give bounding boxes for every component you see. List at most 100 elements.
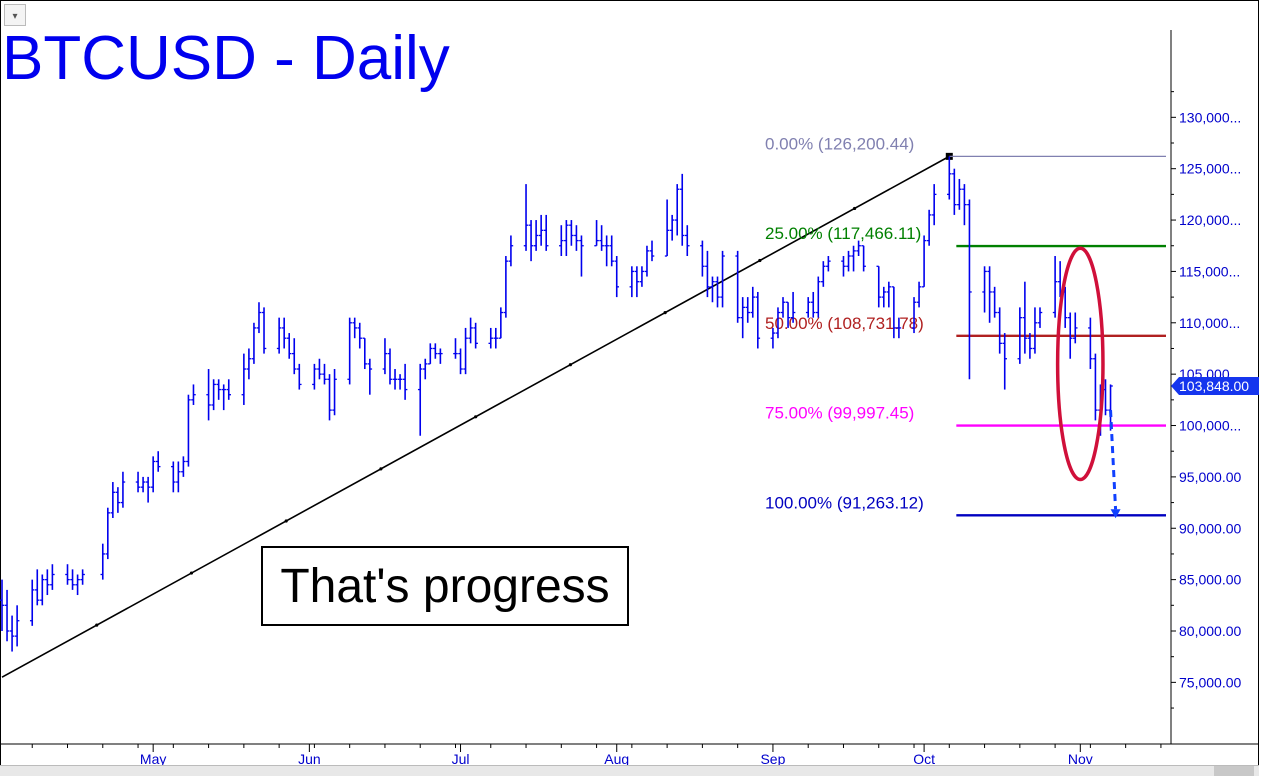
ohlc-bar (952, 168, 957, 215)
x-axis: May Jun Jul Aug Sep Oct Nov (31, 744, 1162, 767)
fib-level-label: 50.00% (108,731.78) (765, 314, 924, 333)
ohlc-bar (251, 322, 257, 364)
ohlc-bar (821, 261, 826, 287)
ohlc-bar (679, 173, 685, 246)
ohlc-bar (674, 184, 680, 236)
ohlc-bar (422, 358, 428, 380)
ohlc-bar (775, 307, 781, 339)
y-tick-label: 90,000.00 (1179, 520, 1241, 536)
ohlc-bar (312, 363, 317, 390)
ohlc-bar (135, 471, 141, 493)
ohlc-bar (498, 307, 504, 339)
highlight-ellipse (1055, 246, 1105, 482)
annotation-callout: That's progress (261, 546, 629, 626)
ohlc-bar (997, 307, 1002, 354)
ohlc-bar (987, 266, 992, 323)
ohlc-bar (105, 507, 111, 560)
y-tick-label: 130,000... (1179, 109, 1241, 125)
trendline-marker (758, 258, 762, 263)
fib-level-label: 0.00% (126,200.44) (765, 134, 914, 153)
y-tick-label: 85,000.00 (1179, 572, 1241, 588)
ohlc-bar (886, 281, 892, 308)
ohlc-bar (332, 369, 337, 416)
ohlc-bar (211, 379, 216, 411)
ohlc-bar (100, 543, 106, 580)
ohlc-bar (291, 338, 297, 375)
y-tick-label: 115,000... (1179, 263, 1240, 279)
ohlc-bar (297, 363, 302, 390)
ohlc-bar (896, 317, 902, 339)
ohlc-bar (921, 235, 927, 288)
projection-arrow-line (1109, 410, 1118, 510)
ohlc-bar (982, 266, 987, 313)
y-tick-label: 95,000.00 (1179, 469, 1241, 485)
ohlc-bar (599, 225, 604, 251)
x-tick-label: Jun (298, 751, 321, 767)
ohlc-bar (992, 286, 997, 318)
trendline-marker (95, 623, 99, 627)
ohlc-bar (715, 276, 720, 308)
ohlc-bar (45, 569, 50, 596)
ohlc-bar (609, 235, 614, 267)
ohlc-bar (639, 266, 645, 287)
ohlc-bar (473, 322, 478, 349)
ohlc-bar (417, 363, 423, 436)
ohlc-bar (770, 327, 776, 349)
ohlc-bar (317, 358, 322, 380)
ohlc-bar (543, 214, 549, 251)
ohlc-bar (14, 605, 20, 647)
ohlc-bar (785, 301, 791, 328)
ohlc-bar (947, 156, 952, 200)
ohlc-bar (962, 184, 967, 226)
ohlc-bar (876, 265, 882, 308)
x-tick-label: Jul (452, 751, 470, 767)
ohlc-bar (1017, 307, 1023, 364)
ohlc-bar (826, 256, 831, 272)
y-tick-label: 75,000.00 (1179, 674, 1241, 690)
ohlc-bar (559, 225, 564, 257)
y-axis: 130,000... 125,000... 120,000... 115,000...… (1171, 91, 1259, 709)
ohlc-bar (644, 245, 650, 277)
ohlc-bar (649, 240, 655, 262)
ohlc-bar (957, 178, 962, 210)
ohlc-bar (891, 286, 897, 339)
ohlc-bar (1002, 333, 1007, 390)
ohlc-bar (735, 250, 740, 323)
ohlc-bar (629, 266, 635, 298)
x-tick-label: Oct (913, 751, 935, 767)
trendline-marker (379, 467, 383, 471)
ohlc-bar (755, 291, 761, 349)
chart-menu-button[interactable]: ▾ (4, 4, 26, 26)
ohlc-bar (261, 307, 267, 354)
ohlc-bar (669, 214, 675, 241)
ohlc-bar (846, 250, 851, 272)
ohlc-bar (634, 266, 640, 298)
ohlc-bar (841, 256, 846, 277)
fib-level-label: 100.00% (91,263.12) (765, 493, 924, 512)
ohlc-bar (705, 250, 710, 298)
ohlc-bar (357, 322, 363, 349)
ohlc-bar (861, 245, 866, 272)
ohlc-bar (564, 220, 569, 257)
ohlc-bar (720, 250, 725, 308)
x-tick-label: Aug (604, 751, 629, 767)
scrollbar-thumb[interactable] (1214, 766, 1254, 776)
ohlc-bar (367, 358, 373, 395)
ohlc-bar (171, 461, 176, 493)
ohlc-bar (881, 286, 887, 308)
ohlc-bar (1067, 312, 1073, 359)
y-tick-label: 110,000... (1179, 315, 1240, 331)
ohlc-bar (281, 317, 287, 349)
ohlc-bar (493, 327, 499, 349)
fib-level-label: 75.00% (99,997.45) (765, 404, 914, 423)
ohlc-bar (463, 327, 468, 375)
ohlc-bar (322, 363, 327, 385)
ohlc-bar (0, 579, 5, 631)
y-tick-label: 100,000... (1179, 418, 1241, 434)
ohlc-bar (115, 487, 121, 513)
horizontal-scrollbar[interactable] (0, 765, 1259, 776)
axis-frame (0, 30, 1259, 745)
x-tick-label: Sep (760, 751, 785, 767)
x-tick-label: May (140, 751, 166, 767)
ohlc-bar (392, 369, 398, 390)
